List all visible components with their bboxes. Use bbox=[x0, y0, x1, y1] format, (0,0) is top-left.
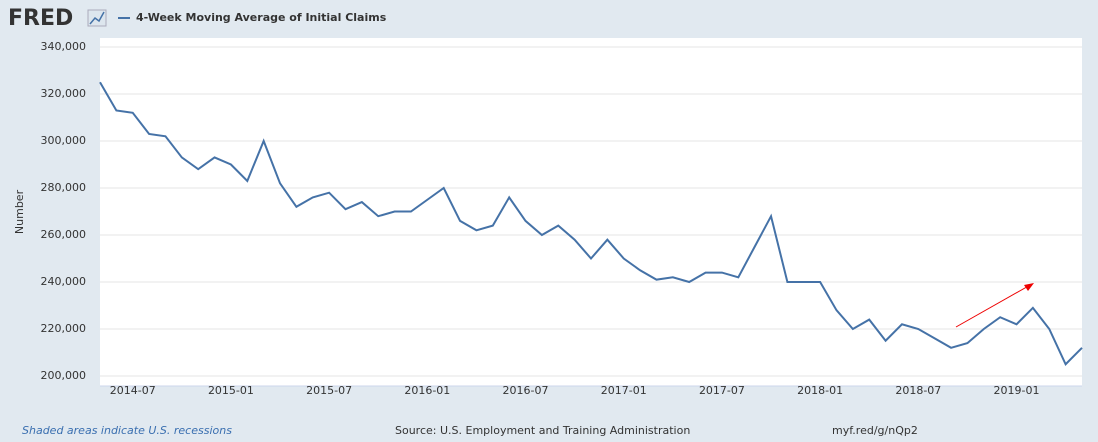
plot-area bbox=[100, 38, 1082, 386]
logo: FRED bbox=[8, 6, 73, 31]
y-tick-label: 340,000 bbox=[41, 40, 87, 53]
x-tick-label: 2015-07 bbox=[306, 384, 352, 397]
logo-icon bbox=[87, 9, 107, 27]
x-tick-label: 2015-01 bbox=[208, 384, 254, 397]
x-tick-label: 2018-07 bbox=[895, 384, 941, 397]
x-tick-label: 2019-01 bbox=[994, 384, 1040, 397]
y-tick-label: 300,000 bbox=[41, 134, 87, 147]
y-tick-label: 240,000 bbox=[41, 275, 87, 288]
y-tick-label: 320,000 bbox=[41, 87, 87, 100]
y-tick-label: 280,000 bbox=[41, 181, 87, 194]
source: Source: U.S. Employment and Training Adm… bbox=[395, 424, 690, 437]
y-tick-label: 260,000 bbox=[41, 228, 87, 241]
recession-note: Shaded areas indicate U.S. recessions bbox=[22, 424, 232, 437]
x-tick-label: 2016-01 bbox=[404, 384, 450, 397]
annotation-arrowhead bbox=[1024, 283, 1034, 291]
legend-label: 4-Week Moving Average of Initial Claims bbox=[136, 11, 387, 24]
x-tick-label: 2016-07 bbox=[503, 384, 549, 397]
y-tick-label: 220,000 bbox=[41, 322, 87, 335]
x-tick-label: 2017-07 bbox=[699, 384, 745, 397]
url: myf.red/g/nQp2 bbox=[832, 424, 918, 437]
annotation-arrow bbox=[955, 283, 1033, 328]
x-tick-label: 2018-01 bbox=[797, 384, 843, 397]
x-tick-label: 2014-07 bbox=[110, 384, 156, 397]
x-tick-label: 2017-01 bbox=[601, 384, 647, 397]
y-tick-label: 200,000 bbox=[41, 369, 87, 382]
y-axis-label: Number bbox=[13, 189, 26, 234]
line bbox=[99, 81, 1083, 366]
